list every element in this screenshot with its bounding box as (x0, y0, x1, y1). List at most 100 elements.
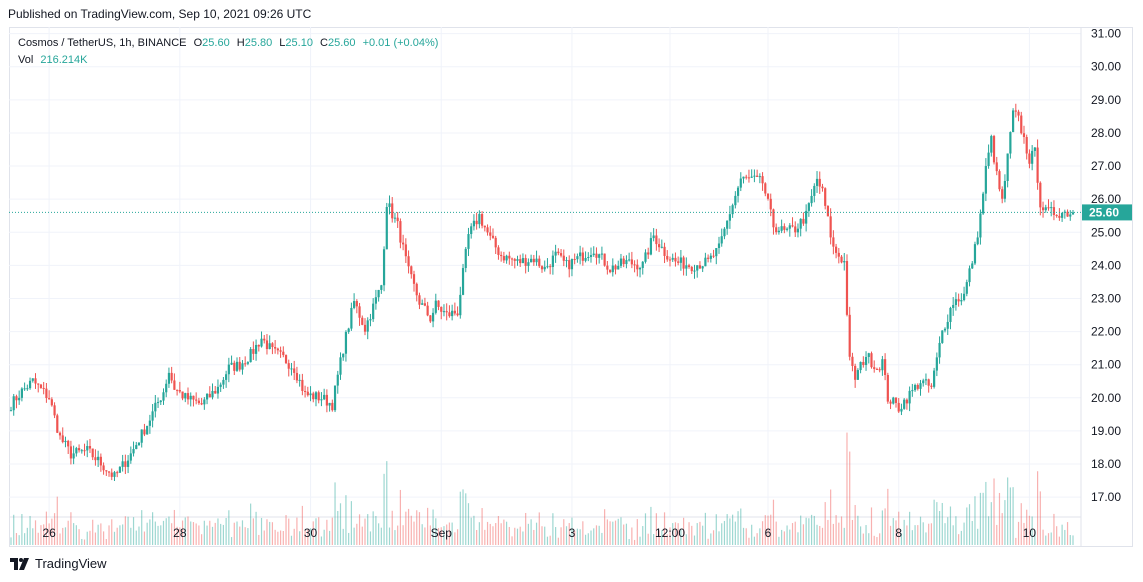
candle-body (954, 299, 958, 305)
candle-body (562, 255, 565, 261)
volume-bar (775, 521, 777, 545)
volume-bar (696, 523, 698, 545)
volume-bar (1061, 524, 1063, 545)
candle-body (312, 393, 315, 400)
candle-body (426, 305, 429, 316)
volume-bar (416, 510, 418, 545)
candle-body (333, 385, 337, 411)
candle-body (584, 258, 587, 261)
volume-bar (712, 530, 715, 545)
candle-body (156, 402, 160, 404)
candle-body (306, 391, 309, 396)
volume-bar (849, 451, 851, 545)
candle-body (826, 205, 830, 217)
volume-bar (960, 530, 962, 545)
candle-body (549, 266, 552, 268)
candle-body (274, 347, 277, 349)
legend-close-value: 25.60 (327, 37, 356, 49)
volume-bar (486, 521, 489, 545)
candle-body (110, 472, 113, 477)
candle-body (894, 397, 898, 403)
volume-bar (446, 524, 448, 545)
candle-body (592, 253, 595, 256)
candle-body (56, 415, 59, 433)
volume-bar (911, 530, 913, 545)
candle-body (67, 440, 70, 447)
volume-bar (955, 516, 957, 545)
volume-bar (1009, 487, 1011, 545)
volume-bar (410, 515, 412, 545)
volume-bar (40, 525, 42, 545)
volume-bar (271, 522, 274, 545)
volume-bar (100, 523, 102, 545)
volume-bar (454, 532, 456, 545)
volume-bar (337, 510, 339, 545)
volume-bar (1066, 522, 1069, 545)
volume-bar (963, 522, 965, 545)
candle-body (712, 255, 715, 257)
candle-body (576, 256, 579, 260)
candle-body (295, 372, 299, 381)
volume-bar (258, 534, 260, 545)
volume-bar (541, 526, 543, 545)
candle-body (249, 349, 252, 363)
candle-body (799, 218, 802, 229)
candle-body (445, 311, 448, 313)
volume-bar (113, 531, 116, 545)
volume-bar (530, 519, 532, 545)
candle-body (739, 178, 742, 188)
candle-body (1058, 215, 1061, 218)
candle-body (486, 227, 489, 233)
candle-body (80, 450, 83, 452)
candle-body (769, 198, 772, 210)
candle-body (791, 225, 794, 227)
volume-bar (914, 525, 916, 545)
candle-body (293, 368, 296, 373)
price-chart[interactable]: 25.60 31.00 30.00 29.00 28.00 27.00 26.00 25.00… (9, 27, 1133, 547)
volume-bar (506, 521, 508, 545)
volume-bar (1064, 529, 1066, 545)
candle-body (459, 294, 462, 316)
candle-body (965, 282, 968, 294)
candle-body (630, 259, 633, 265)
candle-body (813, 185, 816, 196)
candle-body (344, 331, 348, 354)
candle-body (598, 254, 601, 258)
candle-body (889, 401, 892, 404)
candle-body (875, 368, 879, 370)
candle-body (347, 328, 350, 332)
candle-body (505, 255, 508, 261)
volume-bar (658, 530, 660, 545)
volume-bar (968, 504, 971, 545)
candle-body (606, 265, 609, 270)
candle-body (478, 214, 481, 225)
volume-bar (323, 529, 325, 545)
volume-bar (535, 522, 538, 545)
candle-body (821, 186, 824, 189)
volume-bar (688, 522, 690, 545)
candle-body (489, 232, 492, 236)
volume-bar (625, 523, 628, 545)
volume-bar (734, 521, 736, 545)
candle-body (756, 175, 759, 177)
candle-body (75, 448, 78, 454)
candle-body (437, 300, 440, 307)
volume-bar (1072, 535, 1074, 545)
candle-body (557, 251, 560, 254)
volume-bar (1056, 526, 1058, 545)
volume-bar (329, 530, 331, 545)
candle-body (184, 393, 187, 399)
volume-bar (650, 506, 652, 545)
candle-body (48, 398, 51, 400)
footer-brand[interactable]: TradingView (10, 556, 107, 571)
volume-bar (710, 533, 712, 545)
candle-body (829, 216, 832, 238)
candle-body (864, 356, 868, 366)
volume-bar (361, 526, 363, 545)
candle-body (222, 379, 225, 385)
candle-body (971, 263, 974, 269)
volume-bar (247, 528, 249, 545)
volume-bar (165, 518, 167, 545)
volume-bar (683, 517, 685, 545)
candle-body (107, 471, 111, 473)
